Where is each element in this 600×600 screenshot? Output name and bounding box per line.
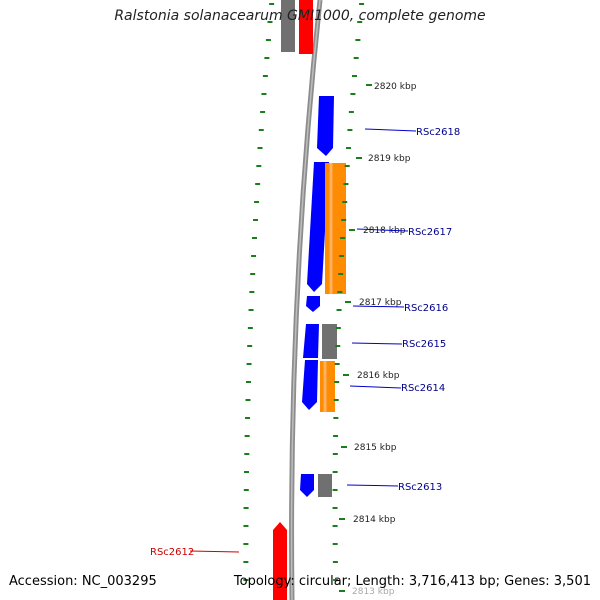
tick-label: 2815 kbp	[354, 443, 397, 453]
tick-label: 2818 kbp	[363, 226, 406, 236]
gene-label-rsc2617[interactable]: RSc2617	[408, 227, 452, 238]
tick-label: 2820 kbp	[374, 82, 417, 92]
gc-ring-right	[332, 3, 365, 581]
cds-rsc2617[interactable]	[307, 162, 329, 292]
gene-label-rsc2612[interactable]: RSc2612	[150, 547, 194, 558]
feature-red-top	[299, 0, 313, 54]
grey-feature-rsc2615[interactable]	[322, 324, 337, 359]
tick-label: 2814 kbp	[353, 515, 396, 525]
feature-grey-top	[281, 0, 295, 52]
genome-summary: Topology: circular; Length: 3,716,413 bp…	[233, 574, 591, 589]
genome-title: Ralstonia solanacearum GMI1000, complete…	[114, 8, 486, 24]
tick-label: 2819 kbp	[368, 154, 411, 164]
cds-rsc2615[interactable]	[303, 324, 319, 358]
cds-rsc2618[interactable]	[317, 96, 334, 156]
gene-label-rsc2614[interactable]: RSc2614	[401, 383, 445, 394]
gene-label-rsc2616[interactable]: RSc2616	[404, 303, 448, 314]
accession-label: Accession: NC_003295	[9, 574, 157, 589]
orange-feature-rsc2614[interactable]	[320, 361, 335, 412]
grey-feature-rsc2613[interactable]	[318, 474, 332, 497]
cds-rsc2616[interactable]	[306, 296, 320, 312]
gene-label-rsc2615[interactable]: RSc2615	[402, 339, 446, 350]
gc-ring-left	[243, 3, 275, 581]
gene-label-rsc2613[interactable]: RSc2613	[398, 482, 442, 493]
cds-rsc2614[interactable]	[302, 360, 318, 410]
cds-rsc2613[interactable]	[300, 474, 314, 497]
tick-label: 2813 kbp	[352, 587, 395, 597]
gene-label-rsc2618[interactable]: RSc2618	[416, 127, 460, 138]
tick-label: 2817 kbp	[359, 298, 402, 308]
tick-label: 2816 kbp	[357, 371, 400, 381]
feature-rsc2612[interactable]	[273, 522, 287, 600]
